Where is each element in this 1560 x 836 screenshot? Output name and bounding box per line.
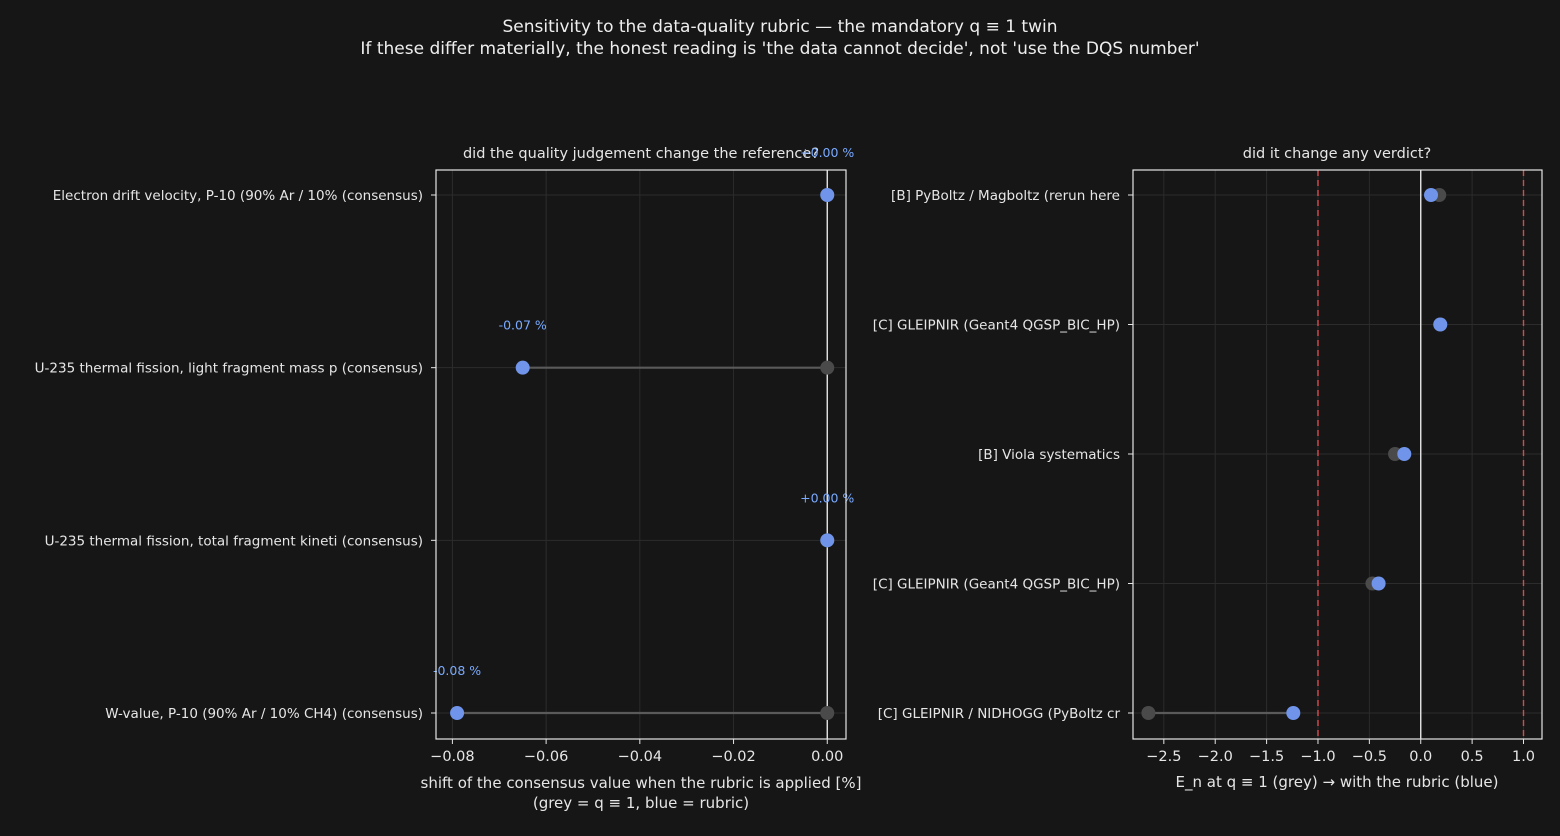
- figure-title-line2: If these differ materially, the honest r…: [360, 39, 1199, 59]
- point-q1-grey: [820, 360, 835, 375]
- x-tick-label: 0.5: [1461, 749, 1484, 765]
- point-q1-grey: [1141, 706, 1156, 720]
- shift-annotation: +0.00 %: [800, 145, 854, 160]
- y-category-label: [C] GLEIPNIR (Geant4 QGSP_BIC_HP): [873, 318, 1120, 334]
- y-category-label: Electron drift velocity, P-10 (90% Ar / …: [53, 188, 423, 204]
- point-rubric-blue: [1433, 317, 1448, 332]
- shift-annotation: -0.07 %: [499, 318, 547, 333]
- x-tick-label: −2.0: [1198, 749, 1233, 765]
- panel-left-xlabel-line1: shift of the consensus value when the ru…: [421, 774, 862, 792]
- x-tick-label: −0.5: [1352, 749, 1387, 765]
- panel-right-x-ticks: −2.5 −2.0 −1.5 −1.0 −0.5 0.0 0.5 1.0: [1146, 739, 1535, 765]
- panel-right-marks: [1141, 188, 1448, 720]
- point-rubric-blue: [1371, 576, 1386, 591]
- panel-verdict-change: did it change any verdict? −2.5 −2.0 −1.5−…: [873, 146, 1543, 792]
- figure-title-line1: Sensitivity to the data-quality rubric —…: [503, 17, 1058, 37]
- shift-annotation: -0.08 %: [433, 663, 481, 678]
- panel-right-title: did it change any verdict?: [1243, 146, 1431, 162]
- panel-reference-shift: did the quality judgement change the ref…: [35, 145, 862, 812]
- x-tick-label: −0.06: [524, 749, 568, 765]
- y-category-label: [B] Viola systematics: [978, 447, 1120, 463]
- panel-left-y-ticks: Electron drift velocity, P-10 (90% Ar / …: [35, 188, 436, 722]
- x-tick-label: −1.5: [1249, 749, 1284, 765]
- y-category-label: [B] PyBoltz / Magboltz (rerun here: [891, 188, 1120, 204]
- y-category-label: W-value, P-10 (90% Ar / 10% CH4) (consen…: [105, 706, 423, 722]
- x-tick-label: −1.0: [1300, 749, 1335, 765]
- panel-left-x-ticks: −0.08 −0.06 −0.04 −0.02 0.00: [430, 739, 843, 765]
- shift-annotation: +0.00 %: [800, 490, 854, 505]
- panel-left-xlabel-line2: (grey = q ≡ 1, blue = rubric): [533, 794, 749, 812]
- point-rubric-blue: [450, 706, 465, 720]
- x-tick-label: −0.02: [711, 749, 755, 765]
- y-category-label: U-235 thermal fission, light fragment ma…: [35, 361, 423, 377]
- point-q1-grey: [820, 706, 835, 720]
- point-rubric-blue: [515, 360, 530, 375]
- y-category-label: U-235 thermal fission, total fragment ki…: [45, 533, 423, 549]
- panel-left-title: did the quality judgement change the ref…: [463, 146, 819, 162]
- point-rubric-blue: [1397, 447, 1412, 461]
- panel-right-xlabel: E_n at q ≡ 1 (grey) → with the rubric (b…: [1176, 773, 1499, 792]
- y-category-label: [C] GLEIPNIR / NIDHOGG (PyBoltz cr: [878, 706, 1121, 722]
- x-tick-label: −2.5: [1146, 749, 1181, 765]
- point-rubric-blue: [1424, 188, 1439, 202]
- panel-left-frame: [435, 169, 847, 740]
- x-tick-label: −0.08: [430, 749, 474, 765]
- panel-left-marks: +0.00 % -0.07 % +0.00 % -0.08 %: [433, 145, 854, 720]
- point-rubric-blue: [820, 188, 835, 202]
- x-tick-label: −0.04: [618, 749, 662, 765]
- x-tick-label: 0.00: [811, 749, 843, 765]
- point-rubric-blue: [820, 533, 835, 548]
- point-rubric-blue: [1286, 706, 1301, 720]
- panel-right-y-ticks: [B] PyBoltz / Magboltz (rerun here [C] GL…: [873, 188, 1133, 722]
- panel-right-grid: [1133, 170, 1542, 739]
- x-tick-label: 0.0: [1409, 749, 1432, 765]
- y-category-label: [C] GLEIPNIR (Geant4 QGSP_BIC_HP): [873, 577, 1120, 593]
- x-tick-label: 1.0: [1512, 749, 1535, 765]
